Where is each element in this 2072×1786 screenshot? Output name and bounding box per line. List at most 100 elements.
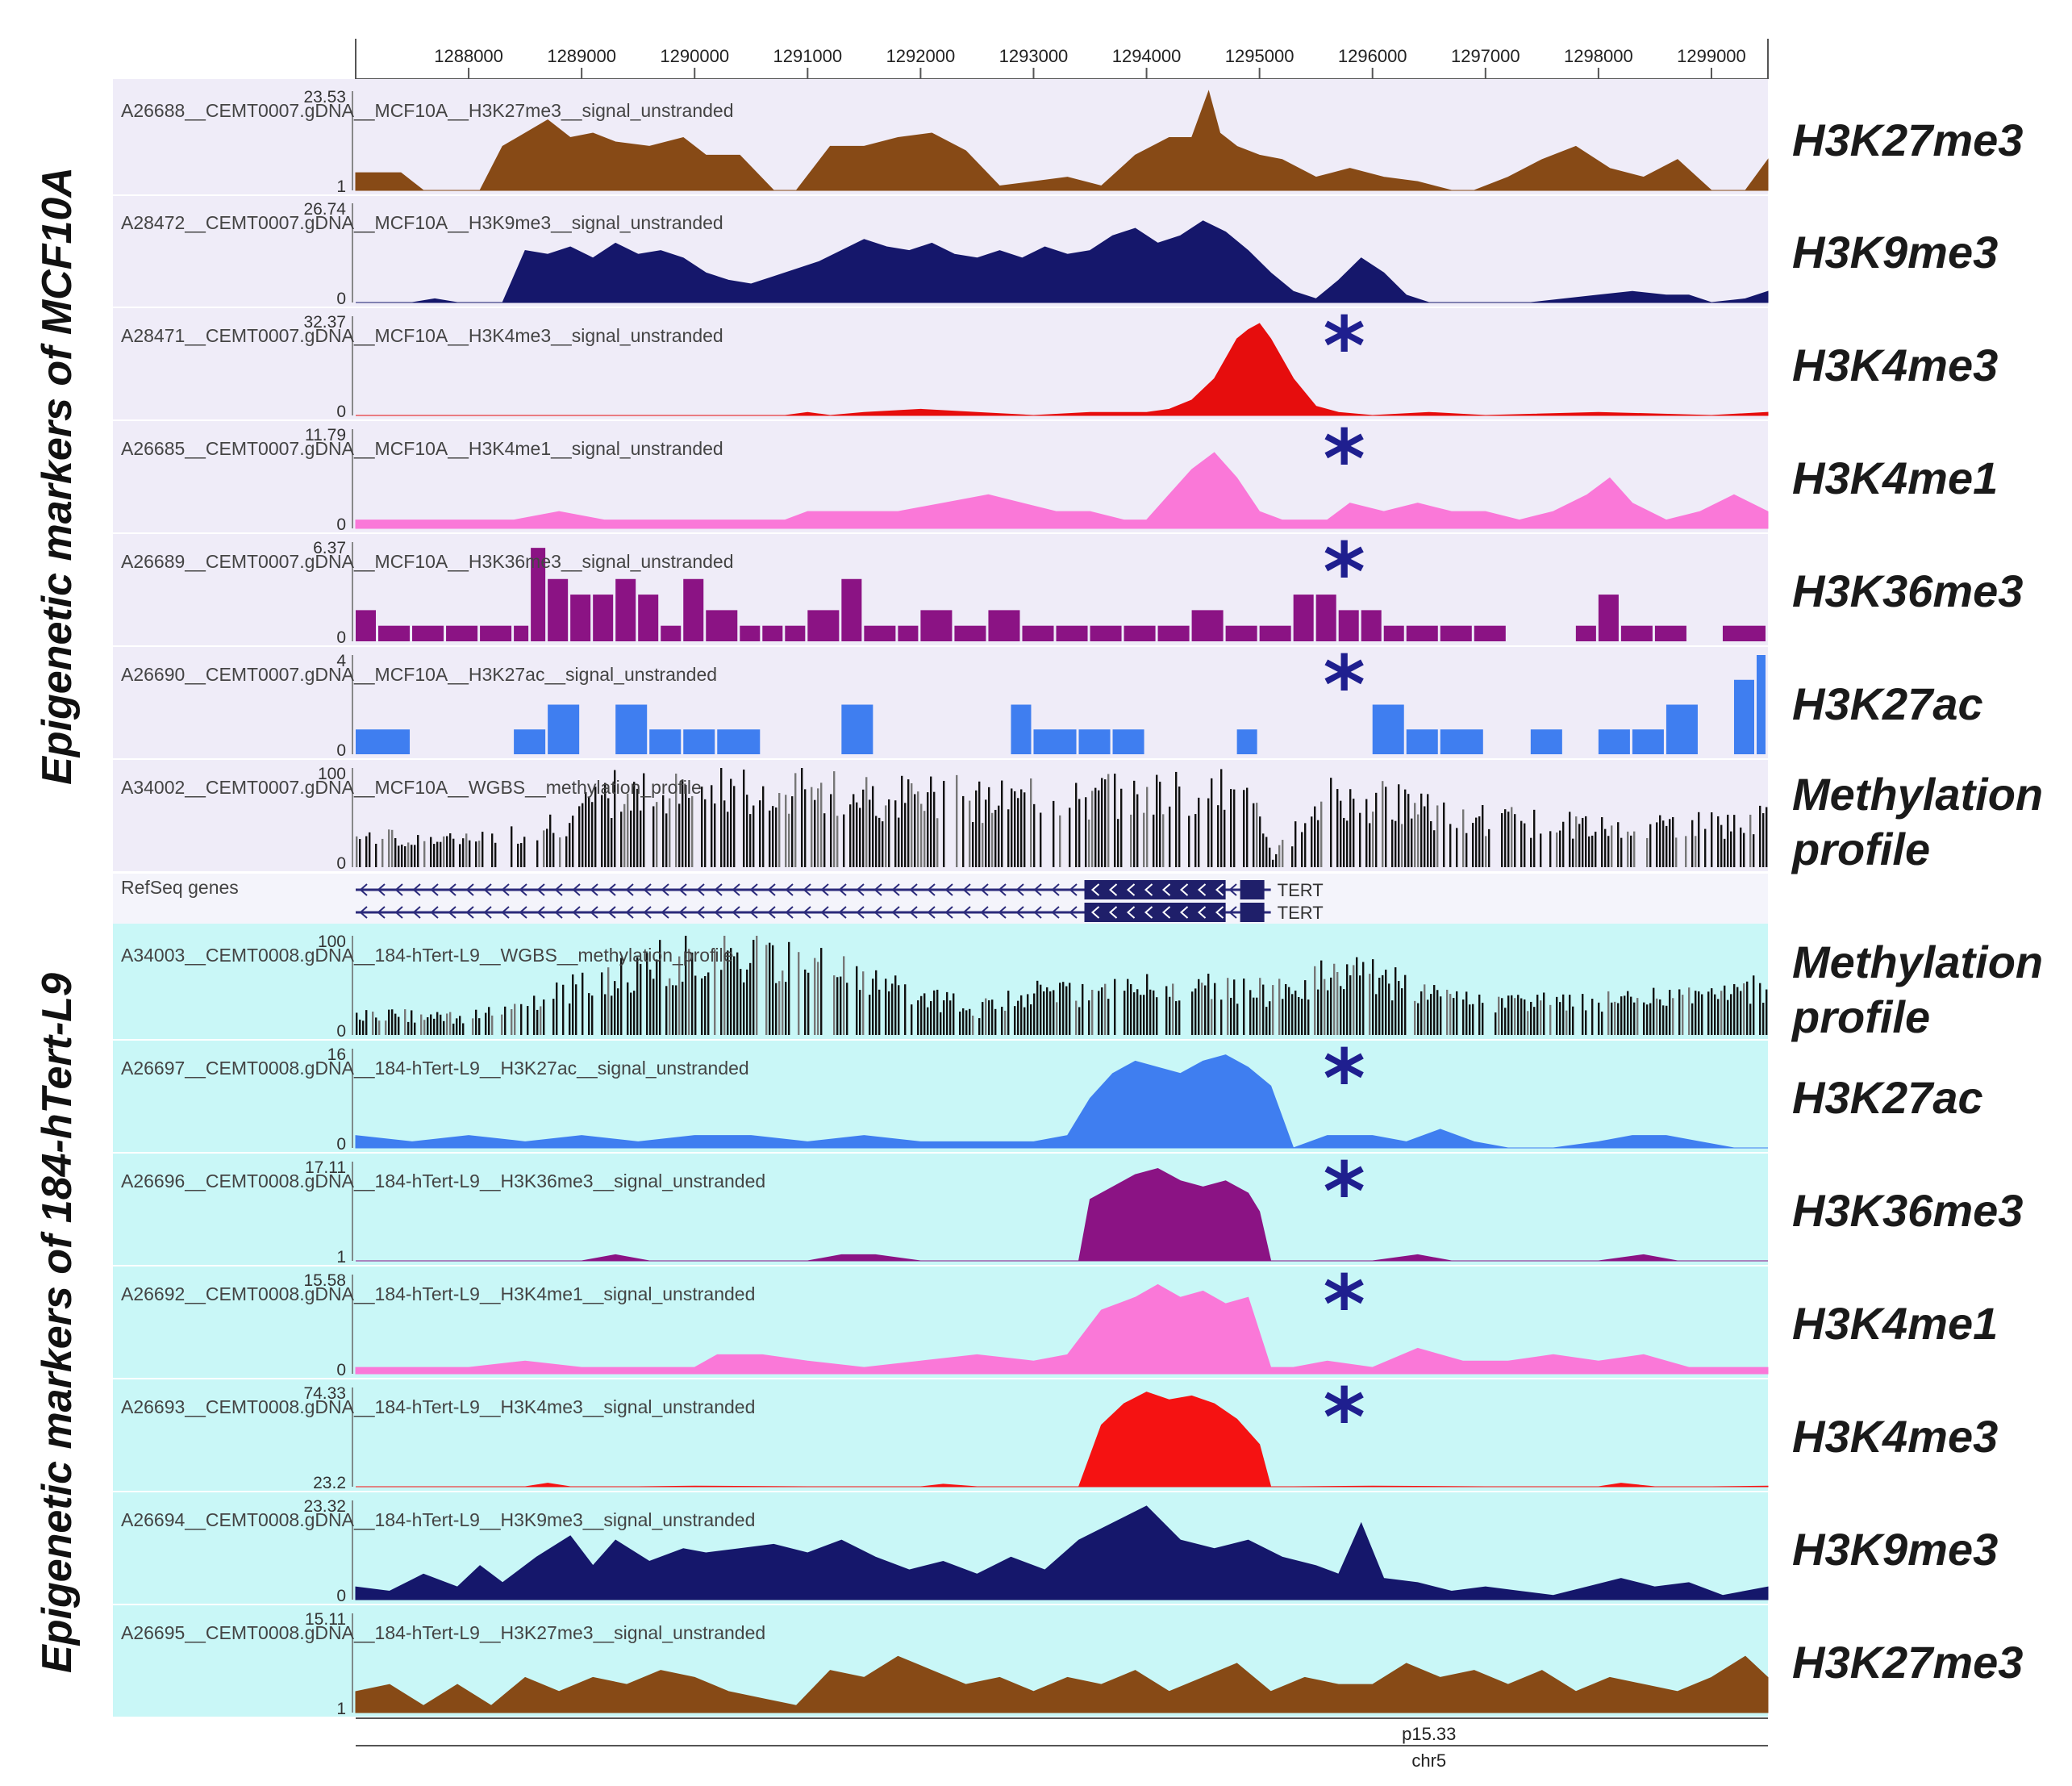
strand-arrow [483,883,492,896]
methylation-bar [1404,789,1407,867]
methylation-bar [604,994,607,1035]
methylation-bar [1301,999,1303,1035]
methylation-bar [527,1006,529,1035]
methylation-bar [1749,814,1752,867]
methylation-bar [1582,994,1584,1035]
gene-track-name: RefSeq genes [121,877,239,898]
strand-arrow [891,883,900,896]
track-2 [113,316,1769,421]
methylation-bar [378,1020,381,1035]
methylation-bar [888,799,890,867]
methylation-bar [1420,991,1423,1035]
methylation-bar [1256,997,1258,1035]
methylation-bar [1362,962,1365,1035]
methylation-bar [1759,805,1761,867]
exon-arrow [1162,883,1171,896]
signal-bin-5 [1112,729,1144,754]
strand-arrow [998,906,1007,919]
track-ymax-label: 100 [318,933,346,951]
strand-arrow [448,883,457,896]
methylation-bar [1078,799,1081,867]
strand-arrow [696,883,705,896]
track-ymin-label: 0 [336,1587,346,1605]
methylation-bar [1530,837,1532,867]
methylation-bar [1575,816,1578,867]
signal-area-2 [356,323,1769,416]
methylation-bar [878,989,881,1035]
methylation-bar [1443,802,1445,867]
track-12 [113,1500,1769,1605]
signal-bin-5 [1440,729,1483,754]
methylation-bar [917,791,919,867]
methylation-bar [1633,1002,1636,1035]
methylation-bar [582,972,584,1035]
methylation-bar [1556,832,1558,867]
methylation-bar [359,839,361,867]
methylation-bar [536,1009,539,1035]
strand-arrow [554,906,563,919]
methylation-bar [488,1007,490,1035]
track-10 [113,1275,1769,1379]
methylation-bar [398,1016,400,1035]
strand-arrow [838,883,847,896]
methylation-bar [778,793,781,867]
star-marker: * [1324,1258,1365,1352]
methylation-bar [1085,797,1087,867]
methylation-bar [1559,830,1561,867]
methylation-bar [1059,983,1061,1035]
methylation-bar [756,936,758,1035]
strand-arrow [643,906,652,919]
methylation-bar [1046,987,1049,1035]
methylation-bar [1549,1004,1552,1035]
signal-bin-4 [1225,625,1257,641]
methylation-bar [1153,814,1155,867]
methylation-bar [459,844,461,867]
methylation-bar [652,806,655,867]
methylation-bar [733,786,736,867]
methylation-bar [1620,837,1623,867]
methylation-bar [1517,995,1520,1035]
signal-bin-5 [1756,655,1766,754]
methylation-bar [662,795,665,867]
methylation-bar [1649,1003,1652,1035]
methylation-bar [1311,816,1313,867]
axis-tick-label: 1295000 [1225,46,1294,66]
methylation-bar [417,835,419,867]
methylation-bar [1059,815,1061,867]
methylation-bar [617,988,619,1035]
methylation-bar [1572,1006,1574,1035]
methylation-bar [1672,998,1674,1035]
methylation-bar [362,1020,365,1035]
methylation-bar [1023,1007,1026,1035]
signal-bin-4 [1338,610,1359,641]
methylation-bar [1427,794,1429,867]
methylation-bar [675,985,677,1035]
methylation-bar [462,1023,465,1035]
methylation-bar [911,1004,913,1035]
methylation-bar [1020,789,1023,867]
methylation-bar [365,1010,368,1035]
strand-arrow [554,883,563,896]
methylation-bar [669,978,671,1035]
methylation-bar [878,817,881,867]
exon-arrow [1162,906,1171,919]
methylation-bar [682,779,684,867]
exon-arrow [1127,906,1136,919]
track-name: A26685__CEMT0007.gDNA__MCF10A__H3K4me1__… [121,438,723,459]
methylation-bar [775,983,778,1035]
methylation-bar [433,1018,436,1035]
strand-arrow [394,883,403,896]
methylation-bar [407,842,410,867]
methylation-bar [1669,989,1671,1035]
methylation-bar [762,786,765,867]
methylation-bar [1224,809,1226,867]
methylation-bar [953,993,955,1035]
methylation-bar [517,843,519,867]
methylation-bar [1211,999,1213,1035]
signal-area-3 [355,452,1769,529]
star-marker: * [1324,525,1365,620]
signal-bin-4 [762,625,783,641]
strand-arrow [820,906,829,919]
methylation-bar [1365,799,1368,867]
